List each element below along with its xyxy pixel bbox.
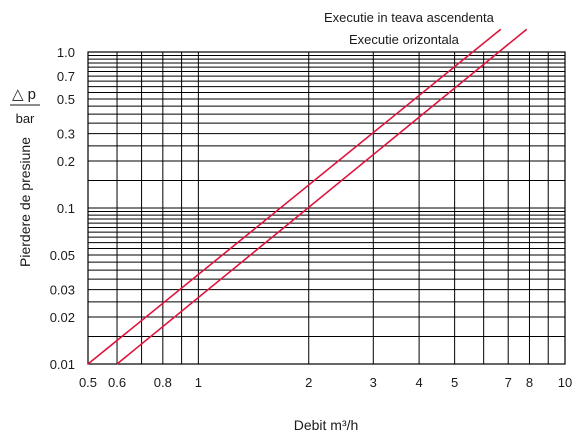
x-tick-label: 8 bbox=[526, 375, 533, 390]
y-unit-delta-p: △ p bbox=[12, 86, 36, 103]
series-label-ascendenta: Executie in teava ascendenta bbox=[324, 10, 495, 25]
x-tick-label: 7 bbox=[505, 375, 512, 390]
y-tick-label: 0.5 bbox=[57, 92, 75, 107]
y-tick-label: 0.3 bbox=[57, 127, 75, 142]
series-lines bbox=[87, 28, 528, 365]
plot-border bbox=[87, 51, 566, 365]
y-unit-bar: bar bbox=[16, 111, 35, 126]
plot-frame bbox=[87, 51, 566, 365]
grid bbox=[87, 51, 566, 365]
x-tick-label: 2 bbox=[305, 375, 312, 390]
x-tick-label: 3 bbox=[370, 375, 377, 390]
series-line-2 bbox=[116, 28, 528, 365]
y-tick-label: 0.1 bbox=[57, 201, 75, 216]
y-tick-label: 0.05 bbox=[50, 248, 75, 263]
x-tick-label: 0.5 bbox=[79, 375, 97, 390]
y-tick-label: 0.02 bbox=[50, 310, 75, 325]
x-tick-label: 10 bbox=[558, 375, 572, 390]
y-axis-label: Pierdere de presiune bbox=[17, 137, 33, 267]
y-tick-label: 0.2 bbox=[57, 154, 75, 169]
x-tick-label: 1 bbox=[195, 375, 202, 390]
x-tick-label: 0.8 bbox=[154, 375, 172, 390]
y-tick-label: 1.0 bbox=[57, 45, 75, 60]
x-tick-label: 5 bbox=[451, 375, 458, 390]
y-tick-label: 0.03 bbox=[50, 283, 75, 298]
y-tick-label: 0.01 bbox=[50, 357, 75, 372]
x-tick-label: 0.6 bbox=[108, 375, 126, 390]
x-tick-label: 4 bbox=[415, 375, 422, 390]
x-tick-labels: 0.5 0.6 0.8 1 2 3 4 5 7 8 10 bbox=[79, 375, 572, 390]
y-tick-label: 0.7 bbox=[57, 69, 75, 84]
x-axis-label: Debit m³/h bbox=[294, 417, 359, 433]
y-tick-labels: 0.01 0.02 0.03 0.05 0.1 0.2 0.3 0.5 0.7 1.0 bbox=[50, 45, 75, 372]
series-line-1 bbox=[87, 28, 502, 365]
series-label-orizontala: Executie orizontala bbox=[349, 32, 460, 47]
